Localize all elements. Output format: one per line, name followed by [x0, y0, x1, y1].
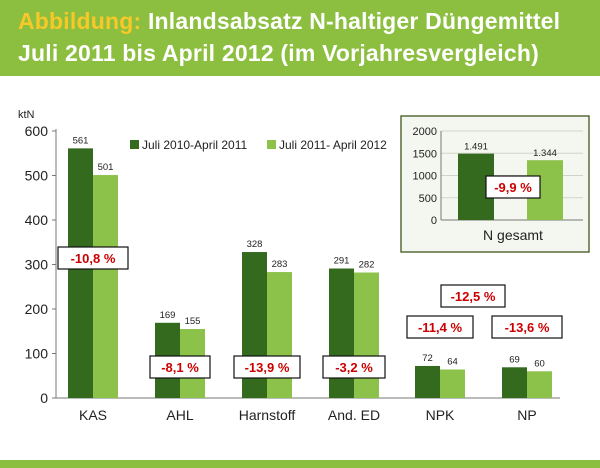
bar-value-label: 60	[534, 358, 545, 369]
figure-prefix: Abbildung:	[18, 8, 142, 34]
inset-title: N gesamt	[483, 227, 543, 243]
bar-value-label: 328	[247, 239, 263, 250]
bar-curr	[354, 272, 379, 398]
change-label: -13,6 %	[505, 320, 550, 335]
bar-prev	[502, 367, 527, 398]
bar-value-label: 69	[509, 354, 520, 365]
y-tick-label: 100	[25, 346, 49, 362]
y-tick-label: 200	[25, 301, 49, 317]
change-label-box	[233, 355, 301, 379]
inset-bar-value-label: 1.491	[464, 142, 488, 153]
y-tick-label: 500	[25, 168, 49, 184]
figure-title: Inlandsabsatz N-haltiger Düngemittel	[147, 8, 561, 34]
x-tick-label: NP	[517, 407, 536, 423]
change-label-box	[322, 355, 386, 379]
change-label-box	[406, 315, 474, 339]
bar-value-label: 561	[73, 135, 89, 146]
change-label: -3,2 %	[335, 360, 373, 375]
y-tick-label: 0	[40, 390, 48, 406]
bar-value-label: 283	[272, 259, 288, 270]
bar-curr	[527, 371, 552, 398]
inset-y-tick-label: 1500	[413, 148, 437, 160]
x-tick-label: KAS	[79, 407, 107, 423]
change-label-box	[57, 246, 129, 270]
inset-y-tick-label: 2000	[413, 126, 437, 138]
bar-value-label: 291	[334, 256, 350, 267]
bar-value-label: 72	[422, 353, 433, 364]
change-label-box	[491, 315, 563, 339]
legend-swatch-prev	[130, 140, 139, 149]
bar-curr	[440, 369, 465, 398]
x-tick-label: Harnstoff	[239, 407, 296, 423]
x-tick-label: And. ED	[328, 407, 380, 423]
legend-label-curr: Juli 2011- April 2012	[279, 138, 387, 152]
bar-value-label: 282	[359, 260, 375, 271]
y-axis-unit: ktN	[18, 109, 35, 121]
y-tick-label: 400	[25, 212, 49, 228]
bar-value-label: 169	[160, 310, 176, 321]
inset-y-tick-label: 1000	[413, 171, 437, 183]
bar-value-label: 64	[447, 357, 458, 368]
bar-prev	[68, 148, 93, 398]
inset-y-tick-label: 0	[431, 215, 437, 227]
change-label: -11,4 %	[418, 320, 463, 335]
change-label: -13,9 %	[245, 360, 290, 375]
change-label-npk-np-box	[440, 284, 506, 308]
x-tick-label: AHL	[166, 407, 193, 423]
change-label: -8,1 %	[161, 360, 199, 375]
bar-curr	[93, 175, 118, 398]
change-label-box	[149, 355, 211, 379]
inset-change-box	[485, 175, 541, 199]
y-tick-label: 300	[25, 257, 49, 273]
inset-change-label: -9,9 %	[494, 180, 532, 195]
figure-header: Abbildung: Inlandsabsatz N-haltiger Düng…	[0, 0, 600, 76]
y-tick-label: 600	[25, 123, 49, 139]
bar-curr	[267, 272, 292, 398]
figure-subtitle: Juli 2011 bis April 2012 (im Vorjahresve…	[18, 40, 539, 66]
bar-value-label: 155	[185, 316, 201, 327]
x-tick-label: NPK	[426, 407, 455, 423]
bar-value-label: 501	[98, 162, 114, 173]
bar-prev	[415, 365, 440, 398]
legend-label-prev: Juli 2010-April 2011	[142, 138, 248, 152]
inset-bar-value-label: 1.344	[533, 148, 557, 159]
change-label-npk-np: -12,5 %	[451, 289, 496, 304]
legend-swatch-curr	[267, 140, 276, 149]
inset-y-tick-label: 500	[419, 193, 437, 205]
footer-bar	[0, 460, 600, 468]
change-label: -10,8 %	[71, 251, 116, 266]
title-line-1: Abbildung: Inlandsabsatz N-haltiger Düng…	[18, 8, 560, 35]
